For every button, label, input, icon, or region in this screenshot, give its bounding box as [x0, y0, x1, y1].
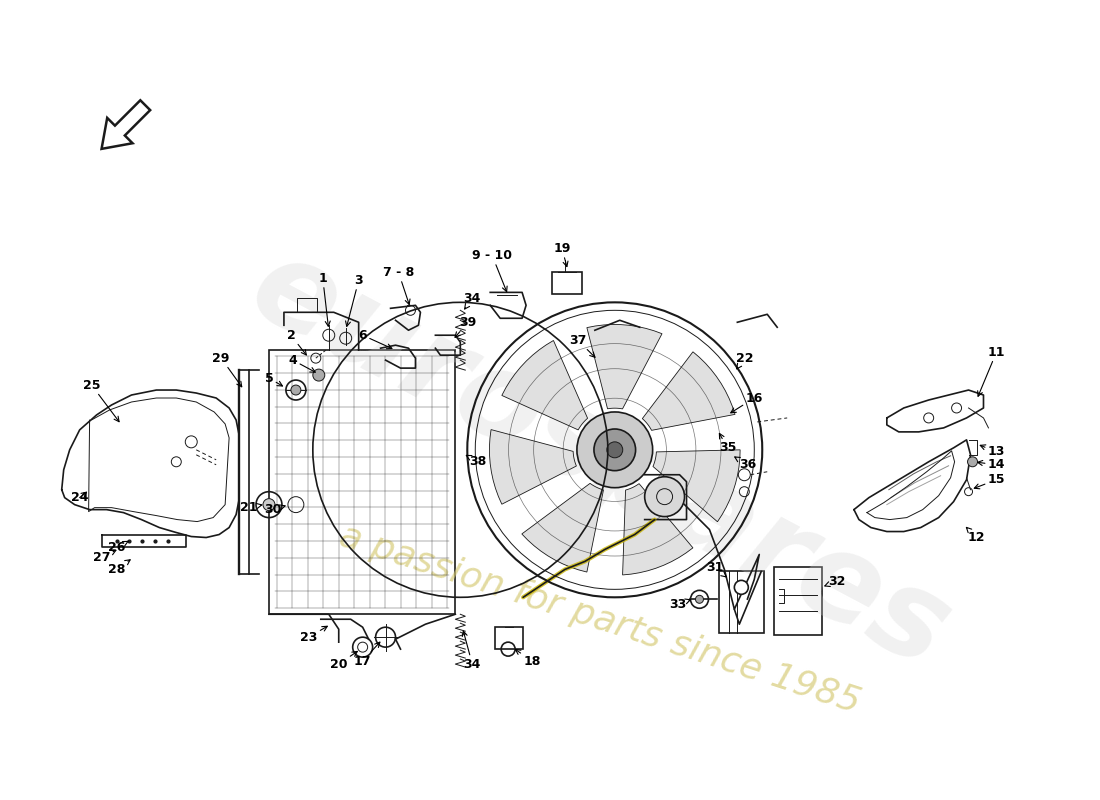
- Polygon shape: [854, 440, 970, 531]
- Text: 34: 34: [462, 631, 481, 670]
- Circle shape: [735, 580, 748, 594]
- Polygon shape: [642, 352, 735, 430]
- Text: 16: 16: [730, 391, 763, 413]
- Text: 38: 38: [466, 455, 487, 468]
- Circle shape: [576, 412, 652, 488]
- Text: 29: 29: [212, 352, 242, 386]
- Circle shape: [594, 429, 636, 470]
- Text: 2: 2: [286, 329, 307, 355]
- Text: a passion for parts since 1985: a passion for parts since 1985: [336, 518, 865, 720]
- Polygon shape: [521, 483, 604, 572]
- Text: 35: 35: [718, 434, 736, 454]
- Polygon shape: [653, 450, 740, 522]
- Text: 30: 30: [264, 503, 285, 516]
- Circle shape: [645, 477, 684, 517]
- Polygon shape: [101, 100, 151, 149]
- Text: 9 - 10: 9 - 10: [472, 249, 513, 292]
- Circle shape: [263, 498, 275, 510]
- Text: 27: 27: [92, 550, 116, 564]
- Polygon shape: [887, 390, 983, 432]
- Bar: [270, 350, 455, 614]
- Circle shape: [968, 457, 978, 466]
- Text: 33: 33: [669, 598, 691, 610]
- Text: 21: 21: [240, 501, 262, 514]
- Text: 4: 4: [288, 354, 316, 372]
- Text: 18: 18: [516, 650, 541, 667]
- Text: 13: 13: [980, 445, 1005, 458]
- Polygon shape: [623, 484, 693, 575]
- Text: eurospares: eurospares: [231, 226, 968, 693]
- Polygon shape: [490, 430, 576, 504]
- Text: 19: 19: [553, 242, 571, 266]
- Circle shape: [290, 385, 301, 395]
- Text: 1: 1: [318, 272, 330, 326]
- Text: 11: 11: [978, 346, 1005, 396]
- Text: 25: 25: [82, 378, 119, 422]
- Text: 3: 3: [345, 274, 363, 326]
- Text: 14: 14: [978, 458, 1005, 471]
- Text: 12: 12: [967, 527, 986, 544]
- Text: 24: 24: [70, 491, 88, 504]
- Polygon shape: [587, 325, 662, 409]
- Text: 37: 37: [569, 334, 595, 358]
- Text: 6: 6: [359, 329, 392, 349]
- Text: 31: 31: [706, 561, 726, 577]
- Text: 32: 32: [825, 575, 846, 588]
- Bar: [495, 627, 524, 649]
- Polygon shape: [502, 341, 587, 430]
- Bar: [774, 567, 822, 635]
- Text: 22: 22: [736, 352, 754, 369]
- Bar: [552, 273, 582, 294]
- Text: 7 - 8: 7 - 8: [383, 266, 415, 305]
- Text: 20: 20: [330, 651, 358, 670]
- Text: 34: 34: [463, 292, 481, 309]
- Text: 15: 15: [975, 474, 1005, 489]
- Circle shape: [607, 442, 623, 458]
- Text: 26: 26: [108, 541, 129, 554]
- Circle shape: [312, 369, 324, 381]
- Text: 28: 28: [108, 560, 130, 576]
- Bar: [719, 571, 764, 633]
- Circle shape: [695, 595, 704, 603]
- Text: 23: 23: [300, 626, 328, 644]
- Text: 39: 39: [455, 316, 477, 338]
- Text: 5: 5: [265, 371, 283, 386]
- Text: 36: 36: [735, 457, 756, 471]
- Text: 17: 17: [354, 642, 379, 667]
